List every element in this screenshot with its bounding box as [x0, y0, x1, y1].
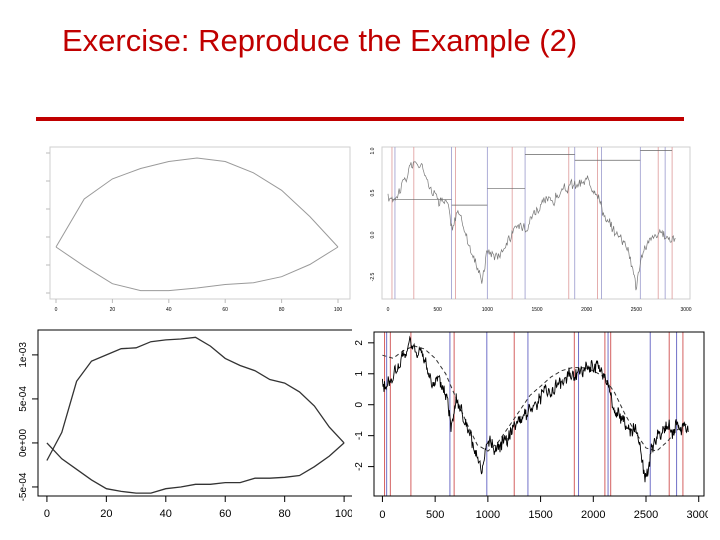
x-tick-label: 2000 — [581, 509, 605, 521]
x-tick-label: 0 — [44, 508, 50, 520]
price-series — [387, 161, 676, 291]
envelope-lines — [55, 157, 339, 292]
x-tick-label: 0 — [55, 307, 58, 313]
x-tick-labels: 0 500 1000 1500 2000 2500 3000 — [387, 307, 692, 313]
y-axis: -5e-04 0e+00 5e-04 1e-03 — [18, 342, 38, 501]
x-tick-label: 100 — [334, 307, 343, 313]
y-tick-label: 0 — [354, 401, 365, 407]
y-tick-label: -5e-04 — [18, 472, 29, 501]
x-tick-label: 100 — [335, 508, 353, 520]
x-tick-label: 3000 — [686, 509, 708, 521]
x-tick-label: 60 — [222, 307, 228, 313]
y-axis-ticks — [46, 152, 50, 294]
step-levels — [391, 150, 673, 206]
x-tick-label: 20 — [100, 508, 112, 520]
x-tick-label: 1500 — [528, 509, 552, 521]
y-tick-label: 1 — [354, 371, 365, 377]
x-tick-label: 60 — [219, 508, 231, 520]
y-tick-labels: -2.5 0.0 0.5 1.0 — [370, 147, 376, 281]
x-axis: 0 500 1000 1500 2000 2500 3000 — [379, 496, 708, 521]
price-series-line — [387, 161, 676, 291]
x-tick-label: 3000 — [680, 307, 691, 313]
price-series — [381, 335, 689, 483]
y-tick-label: -2 — [354, 462, 365, 471]
plot-frame — [373, 331, 705, 497]
chart-small-envelope: 0 20 40 60 80 100 — [36, 143, 354, 323]
title-underline — [36, 117, 684, 121]
x-tick-label: 40 — [160, 508, 172, 520]
vertical-markers — [384, 332, 684, 496]
y-tick-label: -1 — [354, 431, 365, 440]
y-tick-label: 0.0 — [370, 231, 376, 238]
lower-envelope-line — [46, 442, 345, 494]
slide-title: Exercise: Reproduce the Example (2) — [62, 23, 578, 58]
x-tick-label: 80 — [279, 508, 291, 520]
y-tick-label: 2 — [354, 340, 365, 346]
x-axis: 0 20 40 60 80 100 — [44, 496, 353, 520]
plot-frame — [49, 146, 351, 300]
y-tick-label: 1.0 — [370, 147, 376, 154]
y-tick-label: 0.5 — [370, 189, 376, 196]
chart-large-fit: 0 500 1000 1500 2000 2500 3000 -2 -1 0 1 2 — [352, 328, 708, 528]
lower-envelope-line — [55, 246, 339, 292]
chart-small-segments: 0 500 1000 1500 2000 2500 3000 -2.5 0.0 0.5 1.0 — [364, 143, 698, 323]
x-tick-labels: 0 20 40 60 80 100 — [55, 299, 343, 313]
y-tick-label: 5e-04 — [18, 386, 29, 412]
dashed-fit — [382, 345, 689, 452]
price-series-line — [381, 335, 689, 483]
x-tick-label: 2500 — [631, 307, 642, 313]
upper-envelope-line — [46, 336, 345, 461]
x-tick-label: 0 — [379, 509, 385, 521]
upper-envelope-line — [55, 157, 339, 248]
x-tick-label: 1500 — [531, 307, 542, 313]
x-tick-label: 80 — [279, 307, 285, 313]
x-tick-label: 20 — [110, 307, 116, 313]
x-tick-label: 500 — [426, 509, 444, 521]
x-tick-label: 500 — [433, 307, 442, 313]
plot-frame — [381, 146, 691, 300]
y-tick-label: 1e-03 — [18, 342, 29, 368]
x-tick-label: 1000 — [482, 307, 493, 313]
x-tick-label: 40 — [166, 307, 172, 313]
y-tick-label: 0e+00 — [18, 428, 29, 457]
envelope-lines — [46, 336, 345, 494]
x-tick-label: 2000 — [581, 307, 592, 313]
fitted-dashed-line — [382, 345, 689, 452]
chart-large-envelope: 0 20 40 60 80 100 -5e-04 0e+00 5e-04 1e-03 — [14, 328, 358, 528]
y-axis: -2 -1 0 1 2 — [354, 340, 374, 471]
y-tick-label: -2.5 — [370, 272, 376, 281]
x-tick-label: 0 — [387, 307, 390, 313]
vertical-markers — [391, 147, 673, 299]
x-tick-label: 1000 — [476, 509, 500, 521]
x-tick-label: 2500 — [634, 509, 658, 521]
